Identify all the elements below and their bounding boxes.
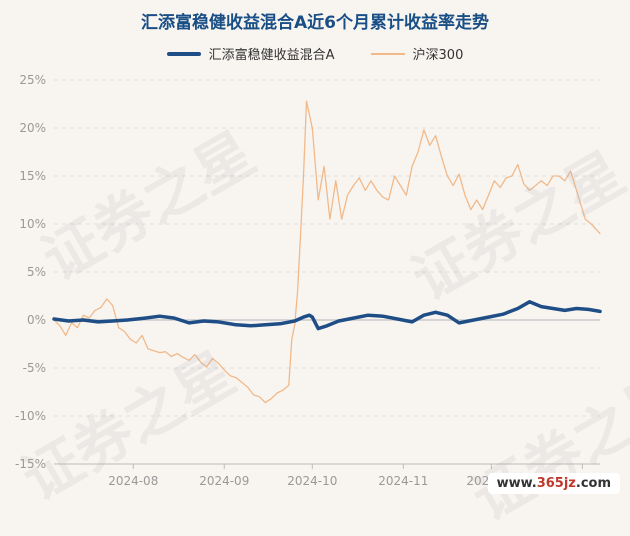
y-tick-label: 15% (19, 169, 46, 183)
legend-item-fund[interactable]: 汇添富稳健收益混合A (166, 44, 335, 63)
site-stamp-main: 365jz (536, 476, 576, 491)
y-tick-label: -5% (23, 361, 46, 375)
y-tick-label: -15% (15, 457, 46, 471)
site-stamp-prefix: www. (496, 476, 537, 491)
site-stamp-suffix: .com (575, 476, 611, 491)
legend-swatch-index (370, 52, 405, 55)
y-tick-label: 0% (27, 313, 46, 327)
series-line-fund (52, 300, 602, 331)
x-tick-label: 2024-09 (199, 474, 249, 488)
x-tick-label: 2024-10 (287, 474, 337, 488)
line-chart: 25% 20% 15% 10% 5% 0% -5% -10% -15% 2024-08 2024-0… (15, 73, 607, 488)
y-tick-label: -10% (15, 409, 46, 423)
x-tick-label: 2024-11 (378, 474, 428, 488)
legend-label-fund: 汇添富稳健收益混合A (208, 48, 335, 63)
y-tick-label: 10% (19, 217, 46, 231)
chart-title: 汇添富稳健收益混合A近6个月累计收益率走势 (141, 13, 489, 33)
legend-item-index[interactable]: 沪深300 (370, 44, 464, 63)
legend-label-index: 沪深300 (412, 48, 464, 63)
series-line-index (53, 100, 601, 404)
legend-swatch-fund (166, 51, 201, 56)
x-tick-label: 2024-08 (108, 474, 158, 488)
y-tick-label: 5% (27, 265, 46, 279)
chart-legend: 汇添富稳健收益混合A 沪深300 (0, 44, 630, 63)
y-tick-label: 20% (19, 121, 46, 135)
site-stamp[interactable]: www.365jz.com (487, 473, 620, 494)
y-tick-label: 25% (19, 73, 46, 87)
